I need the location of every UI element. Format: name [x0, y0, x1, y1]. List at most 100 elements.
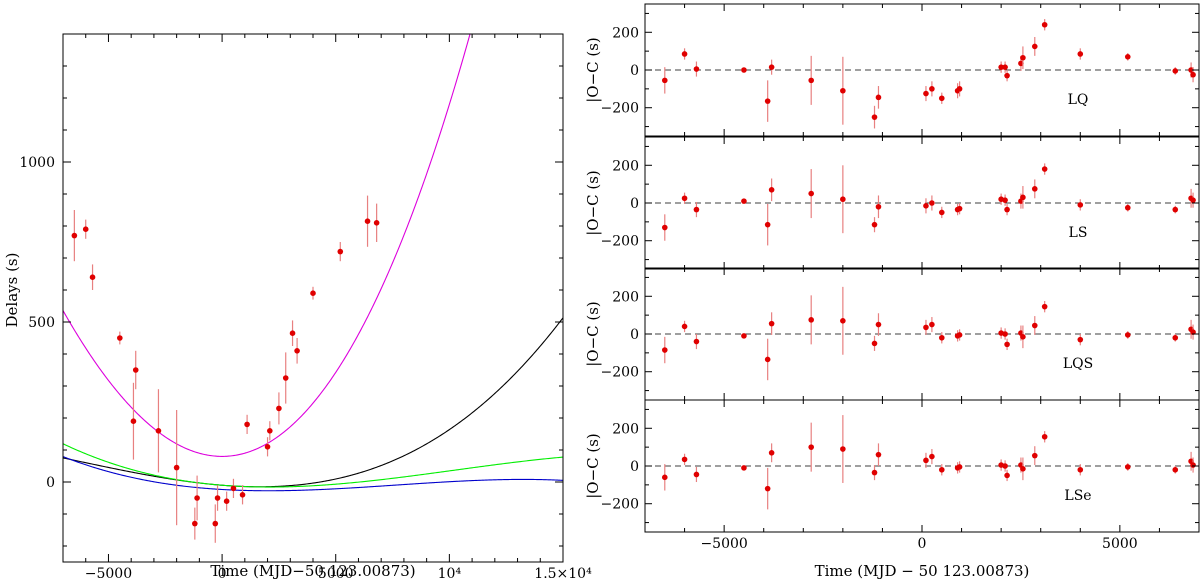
panel-label: LSe: [1064, 488, 1091, 504]
residual-point: [956, 205, 963, 212]
delay-point: [214, 495, 221, 501]
residual-point: [741, 333, 747, 339]
x-tick-label: 1.5×10⁴: [534, 566, 592, 579]
delay-point: [130, 418, 137, 425]
delay-point: [373, 220, 380, 226]
residual-point: [768, 64, 775, 70]
residual-point: [1031, 452, 1038, 459]
residual-point: [681, 51, 688, 57]
y-tick-label: −200: [601, 497, 639, 513]
residual-point: [808, 190, 814, 197]
residual-point: [929, 453, 935, 460]
residual-point: [923, 203, 929, 209]
delay-point: [117, 335, 123, 341]
delay-point: [82, 226, 89, 232]
residual-point: [875, 321, 882, 328]
residual-point: [1190, 462, 1196, 468]
delay-point: [223, 498, 230, 505]
y-tick-label: 200: [612, 158, 639, 174]
y-tick-label: 200: [612, 421, 639, 437]
residual-panel-lq: 200 0 −200 LQ |O−C (s): [584, 3, 1200, 137]
delay-point: [364, 218, 371, 224]
residual-point: [875, 203, 882, 210]
residual-point: [741, 465, 747, 471]
residual-point: [1020, 194, 1026, 201]
residual-panel-ls: 200 0 −200 LS |O−C (s): [584, 136, 1200, 270]
delay-point: [212, 520, 219, 527]
residual-point: [681, 323, 688, 330]
delay-point: [173, 464, 180, 471]
y-tick-label: 0: [630, 327, 639, 343]
residual-y-axis-label: |O−C (s): [584, 433, 602, 499]
x-tick-label: 0: [918, 536, 927, 552]
residual-point: [1031, 322, 1038, 329]
x-tick-label: 10⁴: [438, 566, 462, 579]
delay-point: [230, 485, 237, 492]
residual-point: [768, 320, 775, 327]
fit-curve-1: [63, 317, 563, 488]
residual-point: [808, 444, 814, 450]
y-tick-label: −200: [601, 365, 639, 381]
residual-point: [1172, 334, 1179, 341]
delay-point: [244, 421, 250, 428]
residual-point: [840, 196, 846, 203]
residual-point: [1004, 472, 1010, 479]
delays-x-axis-label: Time (MJD−50 123.00873): [210, 562, 415, 579]
residual-point: [956, 332, 963, 338]
delay-point: [294, 348, 300, 354]
residual-point: [1041, 21, 1048, 28]
residual-point: [661, 77, 668, 84]
delay-point: [310, 290, 316, 297]
residual-point: [1020, 54, 1026, 61]
y-tick-label: −200: [601, 101, 639, 117]
residual-point: [764, 485, 771, 492]
delay-point: [289, 330, 296, 337]
delay-point: [337, 248, 344, 255]
residual-point: [840, 87, 846, 94]
residual-point: [956, 464, 963, 470]
y-tick-label: 1000: [19, 155, 55, 171]
residual-point: [840, 318, 846, 324]
delay-point: [71, 232, 78, 239]
residual-point: [764, 98, 771, 104]
residual-point: [1172, 68, 1179, 74]
residual-point: [938, 466, 945, 473]
residual-point: [923, 457, 929, 464]
residual-point: [661, 224, 668, 231]
x-tick-label: −5000: [700, 536, 747, 552]
fit-curve-2: [63, 443, 563, 488]
y-tick-label: 0: [630, 459, 639, 475]
residual-point: [1002, 331, 1008, 337]
residual-point: [929, 200, 935, 206]
residual-point: [681, 456, 688, 463]
panel-label: LS: [1069, 225, 1088, 241]
residual-point: [1124, 204, 1131, 211]
residual-point: [929, 86, 935, 92]
residual-point: [923, 324, 929, 331]
residual-point: [875, 451, 882, 458]
residual-point: [1004, 206, 1010, 213]
residual-point: [1124, 54, 1131, 60]
residuals-x-axis-label: Time (MJD − 50 123.00873): [815, 562, 1030, 579]
y-tick-label: 200: [612, 289, 639, 305]
residual-point: [1041, 433, 1048, 440]
delay-point: [264, 444, 271, 450]
residual-point: [1002, 64, 1008, 70]
residual-point: [1031, 43, 1038, 50]
residual-point: [741, 67, 747, 73]
residuals-panels: 200 0 −200 LQ |O−C (s) 200 0 −200 LS |O−C (s) 200 0…: [584, 3, 1200, 552]
residual-panel-lqs: 200 0 −200 LQS |O−C (s): [584, 267, 1200, 401]
residual-point: [871, 340, 878, 347]
x-tick-label: 0: [218, 566, 227, 579]
residual-point: [1004, 72, 1010, 79]
delay-point: [132, 367, 139, 373]
residual-point: [764, 221, 771, 228]
y-tick-label: 200: [612, 25, 639, 41]
delay-point: [282, 375, 289, 381]
delays-y-axis-label: Delays (s): [3, 253, 21, 328]
residual-point: [764, 356, 771, 363]
residual-point: [808, 77, 814, 84]
y-tick-label: −200: [601, 234, 639, 250]
residual-point: [1002, 463, 1008, 469]
